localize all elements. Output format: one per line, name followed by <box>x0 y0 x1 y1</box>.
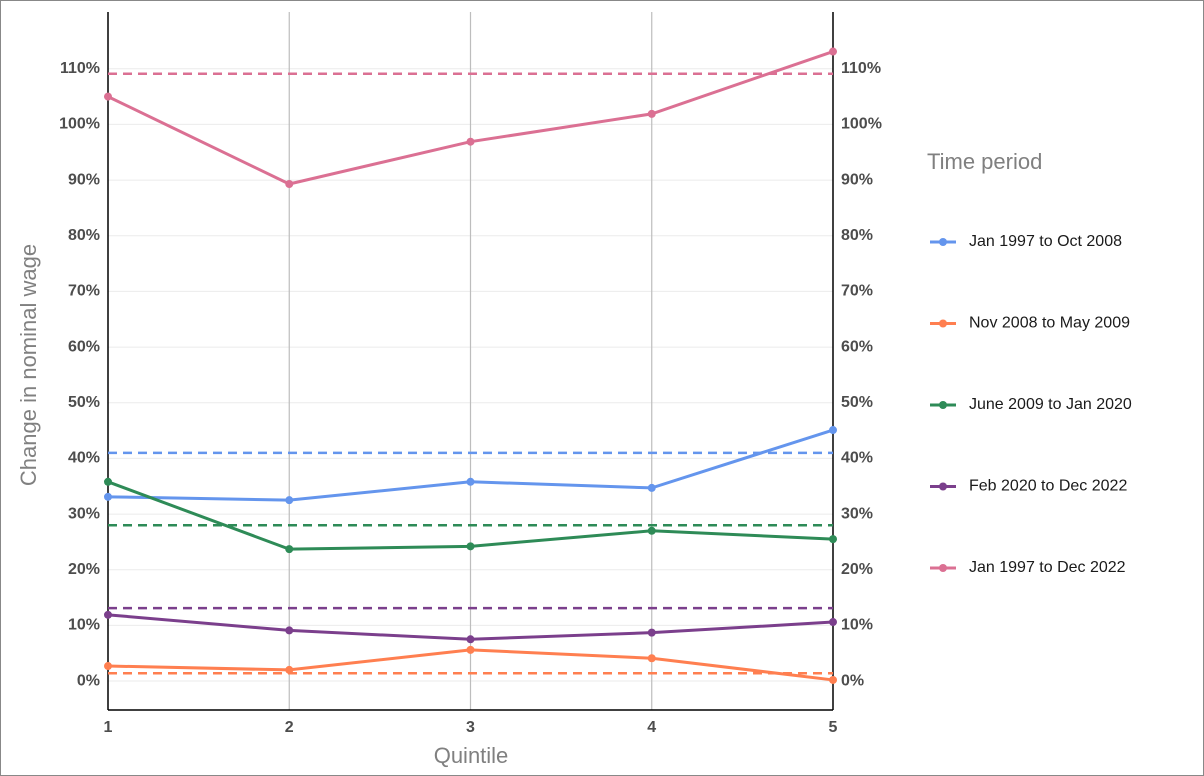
legend-label: June 2009 to Jan 2020 <box>969 396 1132 413</box>
point <box>104 610 112 619</box>
point <box>104 492 112 501</box>
point <box>285 665 294 674</box>
point <box>285 179 294 188</box>
y-tick-label: 80% <box>68 227 100 244</box>
point <box>285 496 294 505</box>
point <box>466 477 475 486</box>
y2-tick-label: 40% <box>841 450 873 467</box>
legend-title: Time period <box>927 149 1042 174</box>
y-tick-label: 110% <box>60 60 100 77</box>
point <box>285 626 294 635</box>
y-tick-label: 20% <box>68 561 100 578</box>
y-tick-label: 70% <box>68 283 100 300</box>
legend-marker <box>939 319 947 328</box>
x-tick-label: 4 <box>647 719 656 736</box>
point <box>104 92 112 101</box>
point <box>104 662 112 671</box>
y2-tick-label: 30% <box>841 505 873 522</box>
y2-tick-label: 90% <box>841 171 873 188</box>
point <box>647 483 656 492</box>
point <box>647 654 656 663</box>
point <box>829 618 837 627</box>
x-tick-label: 2 <box>285 719 294 736</box>
x-tick-label: 3 <box>466 719 475 736</box>
y2-tick-label: 110% <box>841 60 881 77</box>
legend-label: Nov 2008 to May 2009 <box>969 315 1130 332</box>
legend-label: Jan 1997 to Oct 2008 <box>969 233 1122 250</box>
point <box>466 542 475 551</box>
y2-tick-label: 20% <box>841 561 873 578</box>
point <box>647 628 656 637</box>
point <box>466 635 475 644</box>
y2-tick-label: 10% <box>841 617 873 634</box>
point <box>466 645 475 654</box>
y-tick-label: 0% <box>77 672 100 689</box>
point <box>829 535 837 544</box>
x-axis-title: Quintile <box>434 743 509 768</box>
y2-tick-label: 70% <box>841 283 873 300</box>
point <box>647 526 656 535</box>
point <box>829 675 837 684</box>
y-tick-label: 50% <box>68 394 100 411</box>
y-tick-label: 60% <box>68 338 100 355</box>
point <box>285 545 294 554</box>
point <box>647 109 656 118</box>
legend-marker <box>939 482 947 491</box>
point <box>466 137 475 146</box>
y2-tick-label: 60% <box>841 338 873 355</box>
y-tick-label: 100% <box>59 116 100 133</box>
y-tick-label: 40% <box>68 450 100 467</box>
x-tick-label: 5 <box>829 719 838 736</box>
point <box>104 477 112 486</box>
y2-tick-label: 50% <box>841 394 873 411</box>
legend-marker <box>939 238 947 246</box>
y-axis-title: Change in nominal wage <box>16 244 41 486</box>
x-tick-label: 1 <box>104 719 113 736</box>
y2-tick-label: 100% <box>841 116 882 133</box>
point <box>829 47 837 56</box>
legend-marker <box>939 401 947 409</box>
legend-label: Jan 1997 to Dec 2022 <box>969 559 1126 576</box>
y-tick-label: 90% <box>68 171 100 188</box>
legend-label: Feb 2020 to Dec 2022 <box>969 478 1127 495</box>
legend-marker <box>939 564 947 572</box>
y2-tick-label: 80% <box>841 227 873 244</box>
y2-tick-label: 0% <box>841 672 864 689</box>
y-tick-label: 30% <box>68 505 100 522</box>
y-tick-label: 10% <box>68 617 100 634</box>
point <box>829 426 837 435</box>
